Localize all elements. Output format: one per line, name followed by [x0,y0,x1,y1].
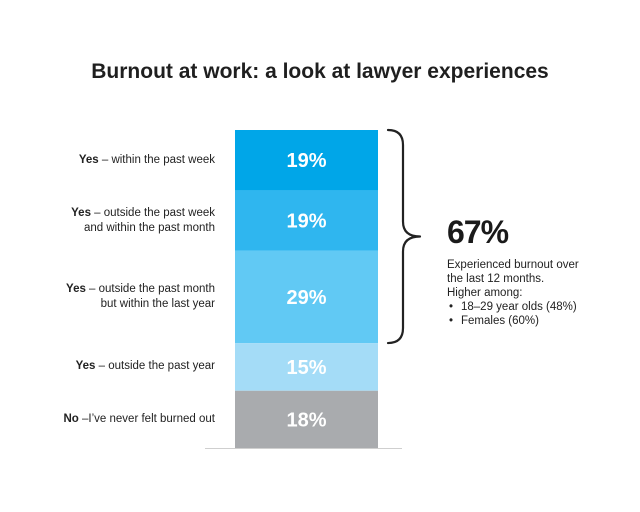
bar-segment [235,390,378,448]
callout-bullet: Females (60%) [447,314,622,328]
chart-title: Burnout at work: a look at lawyer experi… [91,60,549,83]
category-label: Yes – outside the past year [75,360,215,373]
bar-value-label: 29% [286,287,326,309]
callout-value: 67% [447,214,509,250]
callout-bullet: 18–29 year olds (48%) [447,300,622,314]
bar-segment [235,343,378,391]
bar-value-label: 18% [286,409,326,431]
callout-line: the last 12 months. [447,273,545,285]
callout-text: Experienced burnout over the last 12 mon… [447,258,622,328]
bar-segment [235,130,378,191]
category-label: Yes – outside the past month but within t… [66,282,215,310]
bar-segment [235,250,378,344]
bar-segment [235,190,378,251]
callout-line: Experienced burnout over [447,259,579,271]
bar-value-label: 19% [286,150,326,172]
callout-bullets: 18–29 year olds (48%) Females (60%) [447,300,622,328]
category-label: No –I’ve never felt burned out [63,412,215,425]
category-label: Yes – within the past week [78,153,215,166]
category-label: Yes – outside the past week and within th… [71,206,215,234]
bar-value-label: 15% [286,357,326,379]
bar-value-label: 19% [286,211,326,233]
curly-brace [386,128,422,345]
callout-line: Higher among: [447,287,523,299]
